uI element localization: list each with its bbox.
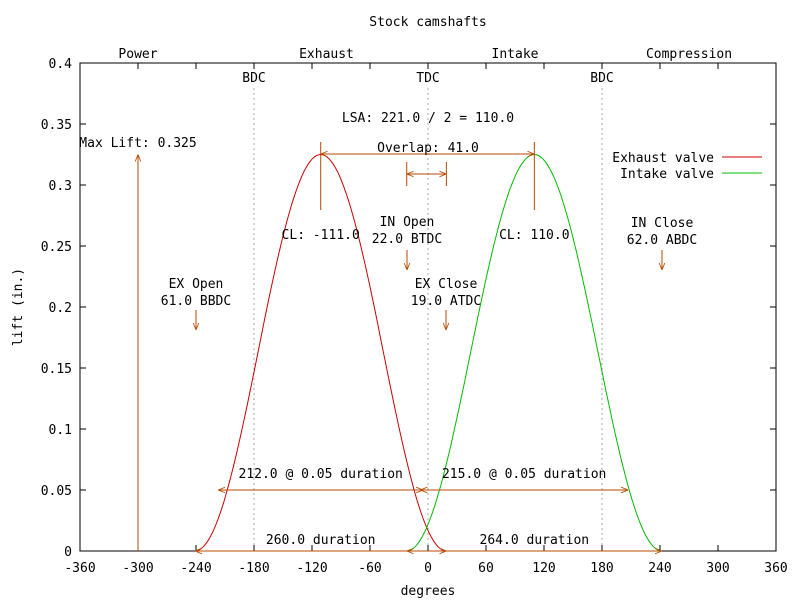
annotations: Max Lift: 0.325 LSA: 221.0 / 2 = 110.0 CL:… [79, 111, 697, 551]
phase-label: Compression [646, 47, 732, 62]
ex-duration-label: 260.0 duration [266, 533, 376, 548]
x-tick-label: -60 [358, 561, 381, 576]
phase-label: Intake [492, 47, 539, 62]
x-tick-label: 360 [764, 561, 787, 576]
y-tick-label: 0.2 [49, 301, 72, 316]
x-tick-label: 120 [532, 561, 555, 576]
x-tick-label: 180 [590, 561, 613, 576]
ex-close-value: 19.0 ATDC [411, 294, 481, 309]
reference-line-label: BDC [590, 71, 613, 86]
y-tick-label: 0.4 [49, 57, 73, 72]
legend-label-exhaust: Exhaust valve [612, 151, 714, 166]
phase-label: Exhaust [299, 47, 354, 62]
reference-line-label: TDC [416, 71, 439, 86]
series-line-intake [406, 153, 662, 552]
y-tick-label: 0.1 [49, 423, 72, 438]
x-tick-label: 300 [706, 561, 729, 576]
x-tick-label: -240 [180, 561, 211, 576]
in-close-value: 62.0 ABDC [627, 233, 697, 248]
x-tick-label: -180 [238, 561, 269, 576]
y-tick-label: 0.35 [41, 118, 72, 133]
ex-duration-005-label: 212.0 @ 0.05 duration [239, 467, 403, 482]
reference-lines: BDC TDC BDC [242, 71, 614, 551]
overlap-label: Overlap: 41.0 [377, 141, 479, 156]
in-duration-005-label: 215.0 @ 0.05 duration [442, 467, 606, 482]
y-ticks: 0 0.05 0.1 0.15 0.2 0.25 0.3 0.35 0.4 [41, 57, 776, 560]
y-tick-label: 0 [64, 545, 72, 560]
y-tick-label: 0.3 [49, 179, 72, 194]
ex-open-value: 61.0 BBDC [161, 294, 231, 309]
max-lift-label: Max Lift: 0.325 [79, 136, 196, 151]
phase-label: Power [118, 47, 157, 62]
y-tick-label: 0.15 [41, 362, 72, 377]
lsa-label: LSA: 221.0 / 2 = 110.0 [342, 111, 514, 126]
ex-close-label: EX Close [415, 277, 478, 292]
x-tick-label: -360 [64, 561, 95, 576]
x-tick-label: 60 [478, 561, 494, 576]
in-open-label: IN Open [380, 215, 435, 230]
in-duration-label: 264.0 duration [480, 533, 590, 548]
legend-label-intake: Intake valve [620, 167, 714, 182]
y-axis-label: lift (in.) [11, 268, 26, 346]
x-tick-label: 240 [648, 561, 671, 576]
legend: Exhaust valve Intake valve [612, 151, 762, 182]
series-line-exhaust [194, 153, 447, 552]
reference-line-label: BDC [242, 71, 265, 86]
cl-exhaust-label: CL: -111.0 [282, 228, 360, 243]
cl-intake-label: CL: 110.0 [499, 228, 569, 243]
y-tick-label: 0.05 [41, 484, 72, 499]
y-tick-label: 0.25 [41, 240, 72, 255]
x-tick-label: -120 [296, 561, 327, 576]
ex-open-label: EX Open [169, 277, 224, 292]
phase-labels: Power Exhaust Intake Compression [118, 47, 732, 62]
x-ticks: -360 -300 -240 -180 -120 -60 0 60 120 180 240 300 36… [64, 63, 788, 576]
in-open-value: 22.0 BTDC [372, 232, 442, 247]
in-close-label: IN Close [631, 216, 694, 231]
x-tick-label: 0 [424, 561, 432, 576]
x-axis-label: degrees [401, 584, 456, 599]
x-tick-label: -300 [122, 561, 153, 576]
chart-title: Stock camshafts [369, 15, 486, 30]
